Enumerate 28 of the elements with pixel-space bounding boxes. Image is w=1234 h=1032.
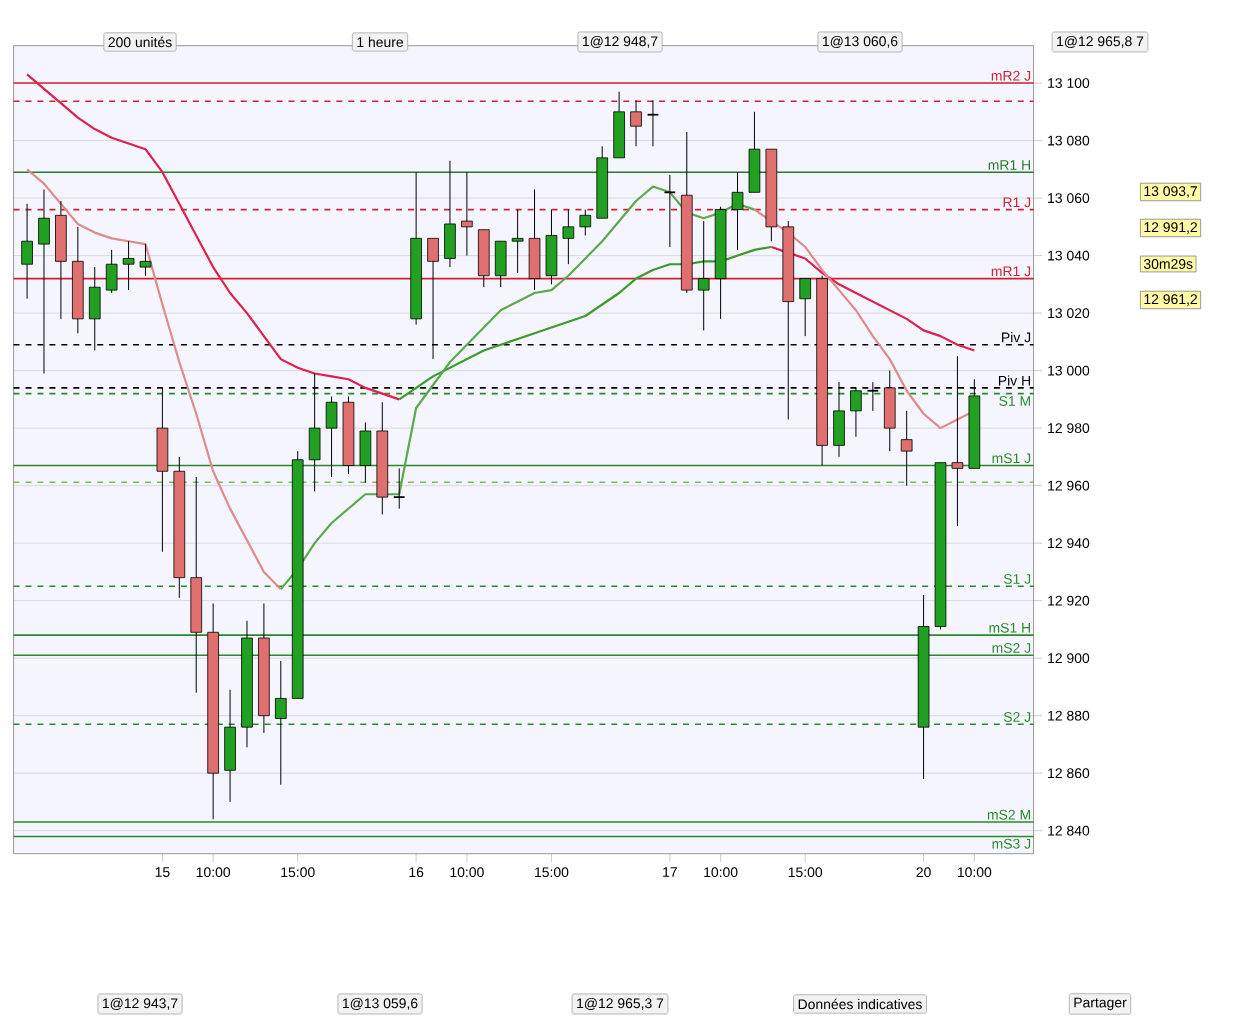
candlestick [511,209,524,274]
candlestick [122,240,135,291]
candlestick [613,91,625,159]
candlestick [444,160,456,268]
candlestick [630,99,642,147]
candlestick [900,410,913,487]
candlestick [528,188,541,291]
candlestick [55,200,67,320]
candlestick [105,249,118,294]
candlestick [731,171,744,251]
candlestick [359,421,372,484]
candlestick [545,209,558,285]
candlestick [799,278,811,337]
candlestick [461,171,473,257]
candlestick [21,203,33,300]
candlestick [494,240,507,288]
candlestick [748,111,761,193]
candlestick [392,467,406,510]
candlestick [139,243,152,277]
candlestick [224,689,236,803]
candlestick [562,209,575,265]
candlestick [325,396,338,478]
candlestick [646,99,660,147]
candlestick [663,174,677,248]
candlestick [579,209,592,236]
candlestick [697,220,710,331]
candlestick [477,229,490,288]
candlestick [275,660,287,786]
